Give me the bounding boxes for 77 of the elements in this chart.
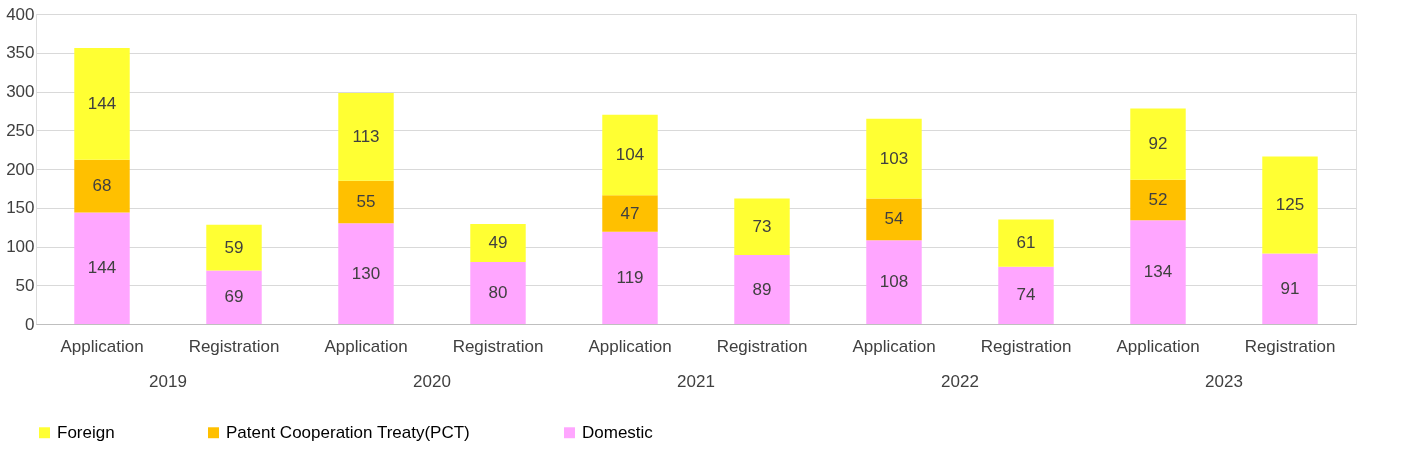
bar — [734, 198, 790, 256]
y-tick-label: 300 — [6, 82, 35, 101]
data-label: 130 — [351, 263, 381, 283]
bar — [1262, 253, 1318, 324]
x-tick-label: Registration — [980, 336, 1072, 356]
data-label: 61 — [1016, 233, 1036, 253]
data-label: 74 — [1016, 285, 1036, 305]
y-tick-label: 0 — [25, 314, 35, 334]
data-label: 113 — [352, 126, 380, 146]
data-label: 92 — [1148, 134, 1168, 154]
data-label: 89 — [752, 279, 772, 299]
data-label: 108 — [879, 272, 909, 292]
y-tick-label: 250 — [6, 120, 35, 140]
bar — [74, 159, 130, 213]
bar — [602, 195, 658, 232]
data-label: 134 — [1143, 262, 1173, 282]
bar — [866, 240, 922, 324]
bar — [1262, 156, 1318, 254]
x-tick-label: Registration — [452, 336, 544, 356]
y-tick-label: 200 — [6, 159, 35, 179]
text: 2021 — [677, 372, 715, 391]
legend-label: Foreign — [57, 422, 115, 442]
bar — [206, 224, 262, 271]
data-label: 125 — [1275, 195, 1305, 215]
data-label: 54 — [884, 209, 904, 229]
data-label: 68 — [92, 176, 112, 196]
bar — [1130, 108, 1186, 180]
bar — [338, 223, 394, 324]
data-label: 104 — [615, 145, 645, 165]
y-tick-label: 100 — [6, 237, 35, 256]
y-tick-label: 350 — [6, 43, 35, 63]
bar — [866, 198, 922, 241]
data-label: 55 — [356, 191, 376, 211]
y-tick-label: 50 — [15, 275, 35, 295]
y-tick-label: 400 — [6, 4, 35, 24]
data-label: 52 — [1148, 190, 1168, 209]
data-label: 47 — [620, 203, 640, 223]
bar — [206, 270, 262, 324]
data-label: 80 — [488, 283, 508, 302]
bar — [74, 212, 130, 324]
y-tick-label: 150 — [6, 198, 35, 218]
data-label: 49 — [488, 233, 508, 253]
bar — [602, 114, 658, 196]
x-tick-label: Application — [60, 336, 144, 356]
data-label: 69 — [224, 287, 244, 307]
text: 2020 — [413, 372, 451, 391]
data-label: 59 — [224, 237, 244, 257]
bar — [338, 180, 394, 224]
bar — [1130, 220, 1186, 324]
data-label: 119 — [616, 267, 644, 287]
text: 2023 — [1205, 372, 1243, 391]
text: 2022 — [941, 372, 979, 391]
data-label: 103 — [879, 148, 909, 168]
bar — [470, 224, 526, 262]
x-tick-label: Application — [324, 336, 408, 356]
bar — [74, 48, 130, 160]
bar — [470, 262, 526, 324]
data-label: 144 — [87, 93, 117, 113]
bar — [734, 255, 790, 324]
bar — [1130, 179, 1186, 221]
x-tick-label: Application — [1116, 336, 1200, 356]
x-tick-label: Application — [852, 336, 936, 356]
bar — [998, 266, 1054, 324]
bar — [338, 93, 394, 181]
data-label: 91 — [1280, 278, 1300, 298]
bar — [602, 231, 658, 324]
legend-label: Domestic — [582, 422, 654, 442]
bar — [866, 118, 922, 199]
text: 2019 — [149, 372, 187, 391]
data-label: 144 — [87, 258, 117, 278]
x-tick-label: Registration — [188, 336, 280, 356]
x-tick-label: Registration — [1244, 336, 1336, 356]
bar — [998, 219, 1054, 267]
x-tick-label: Registration — [716, 336, 808, 356]
data-label: 73 — [752, 216, 772, 236]
legend-label: Patent Cooperation Treaty(PCT) — [226, 422, 470, 442]
x-tick-label: Application — [588, 336, 672, 356]
